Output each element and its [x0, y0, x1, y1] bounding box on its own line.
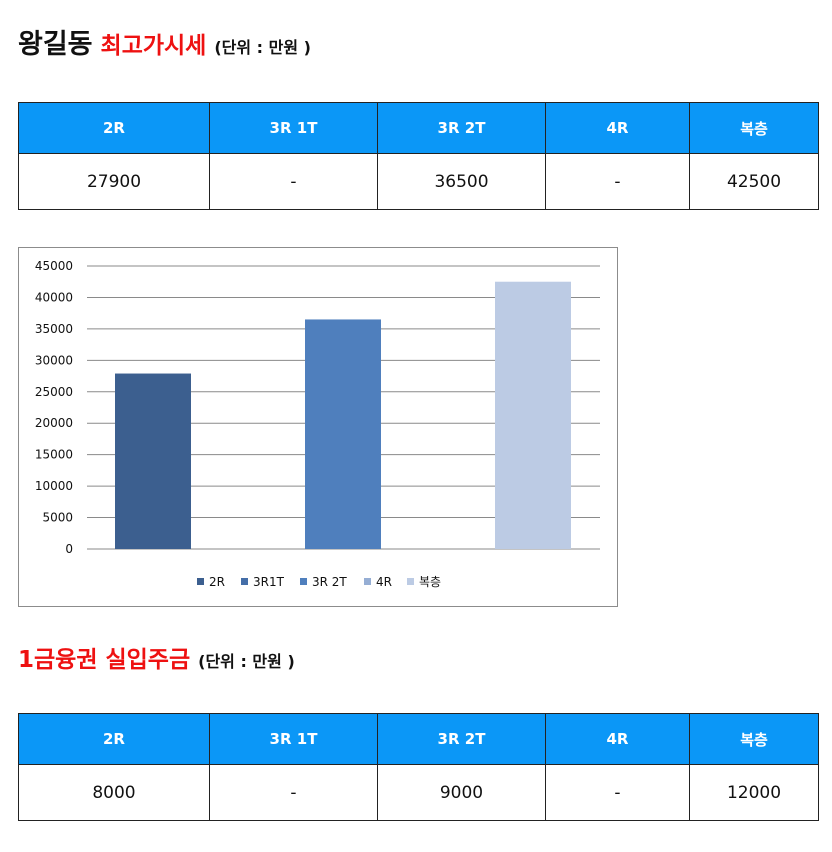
- y-tick-label: 15000: [35, 448, 73, 462]
- section2-heading: 1금융권 실입주금 (단위 : 만원 ): [18, 640, 295, 674]
- legend-swatch: [407, 578, 414, 585]
- y-tick-label: 10000: [35, 479, 73, 493]
- location-name: 왕길동: [18, 29, 93, 60]
- table-cell: 9000: [377, 764, 546, 821]
- section2-title: 1금융권 실입주금: [18, 647, 191, 673]
- chart-legend: 2R 3R1T 3R 2T 4R 복층: [197, 575, 441, 589]
- y-tick-label: 5000: [42, 511, 73, 525]
- legend-label: 4R: [376, 575, 392, 589]
- table-cell: 12000: [689, 764, 819, 821]
- table-header-cell: 복층: [689, 713, 819, 765]
- move-in-cost-table: 2R 3R 1T 3R 2T 4R 복층 8000 - 9000 - 12000: [18, 713, 819, 821]
- table-cell: 8000: [18, 764, 210, 821]
- chart-bars: [115, 281, 571, 549]
- table-cell: -: [209, 764, 378, 821]
- chart-svg: 0 5000 10000 15000 20000 25000 30000 35000 40000…: [35, 259, 600, 589]
- table-cell: 36500: [377, 153, 546, 210]
- table-header-row: 2R 3R 1T 3R 2T 4R 복층: [18, 713, 819, 765]
- legend-swatch: [364, 578, 371, 585]
- table-header-cell: 4R: [545, 102, 690, 154]
- section2-unit: (단위 : 만원 ): [198, 652, 295, 671]
- legend-label: 3R 2T: [312, 575, 347, 589]
- y-tick-label: 40000: [35, 290, 73, 304]
- y-tick-label: 0: [65, 542, 73, 556]
- table-cell: -: [209, 153, 378, 210]
- table-row: 8000 - 9000 - 12000: [18, 764, 819, 821]
- table-header-cell: 2R: [18, 713, 210, 765]
- bar-1: [115, 373, 191, 549]
- chart-y-ticks: 0 5000 10000 15000 20000 25000 30000 35000 40000…: [35, 259, 73, 556]
- table-cell: -: [545, 764, 690, 821]
- section1-title: 최고가시세: [100, 33, 207, 59]
- y-tick-label: 45000: [35, 259, 73, 273]
- legend-swatch: [300, 578, 307, 585]
- table-cell: -: [545, 153, 690, 210]
- price-bar-chart: 0 5000 10000 15000 20000 25000 30000 35000 40000…: [18, 247, 618, 607]
- table-header-cell: 3R 1T: [209, 713, 378, 765]
- legend-label: 3R1T: [253, 575, 285, 589]
- table-cell: 42500: [689, 153, 819, 210]
- legend-swatch: [197, 578, 204, 585]
- y-tick-label: 20000: [35, 416, 73, 430]
- table-header-cell: 복층: [689, 102, 819, 154]
- table-header-cell: 4R: [545, 713, 690, 765]
- table-header-cell: 3R 2T: [377, 102, 546, 154]
- y-tick-label: 25000: [35, 385, 73, 399]
- legend-label: 2R: [209, 575, 225, 589]
- table-cell: 27900: [18, 153, 210, 210]
- y-tick-label: 35000: [35, 322, 73, 336]
- max-price-table: 2R 3R 1T 3R 2T 4R 복층 27900 - 36500 - 425…: [18, 102, 819, 210]
- table-header-cell: 3R 2T: [377, 713, 546, 765]
- legend-label: 복층: [419, 575, 441, 589]
- y-tick-label: 30000: [35, 353, 73, 367]
- bar-5: [495, 281, 571, 549]
- table-header-cell: 2R: [18, 102, 210, 154]
- bar-3: [305, 319, 381, 549]
- table-header-cell: 3R 1T: [209, 102, 378, 154]
- legend-swatch: [241, 578, 248, 585]
- section1-unit: (단위 : 만원 ): [214, 38, 311, 57]
- table-row: 27900 - 36500 - 42500: [18, 153, 819, 210]
- table-header-row: 2R 3R 1T 3R 2T 4R 복층: [18, 102, 819, 154]
- section1-heading: 왕길동 최고가시세 (단위 : 만원 ): [18, 22, 311, 61]
